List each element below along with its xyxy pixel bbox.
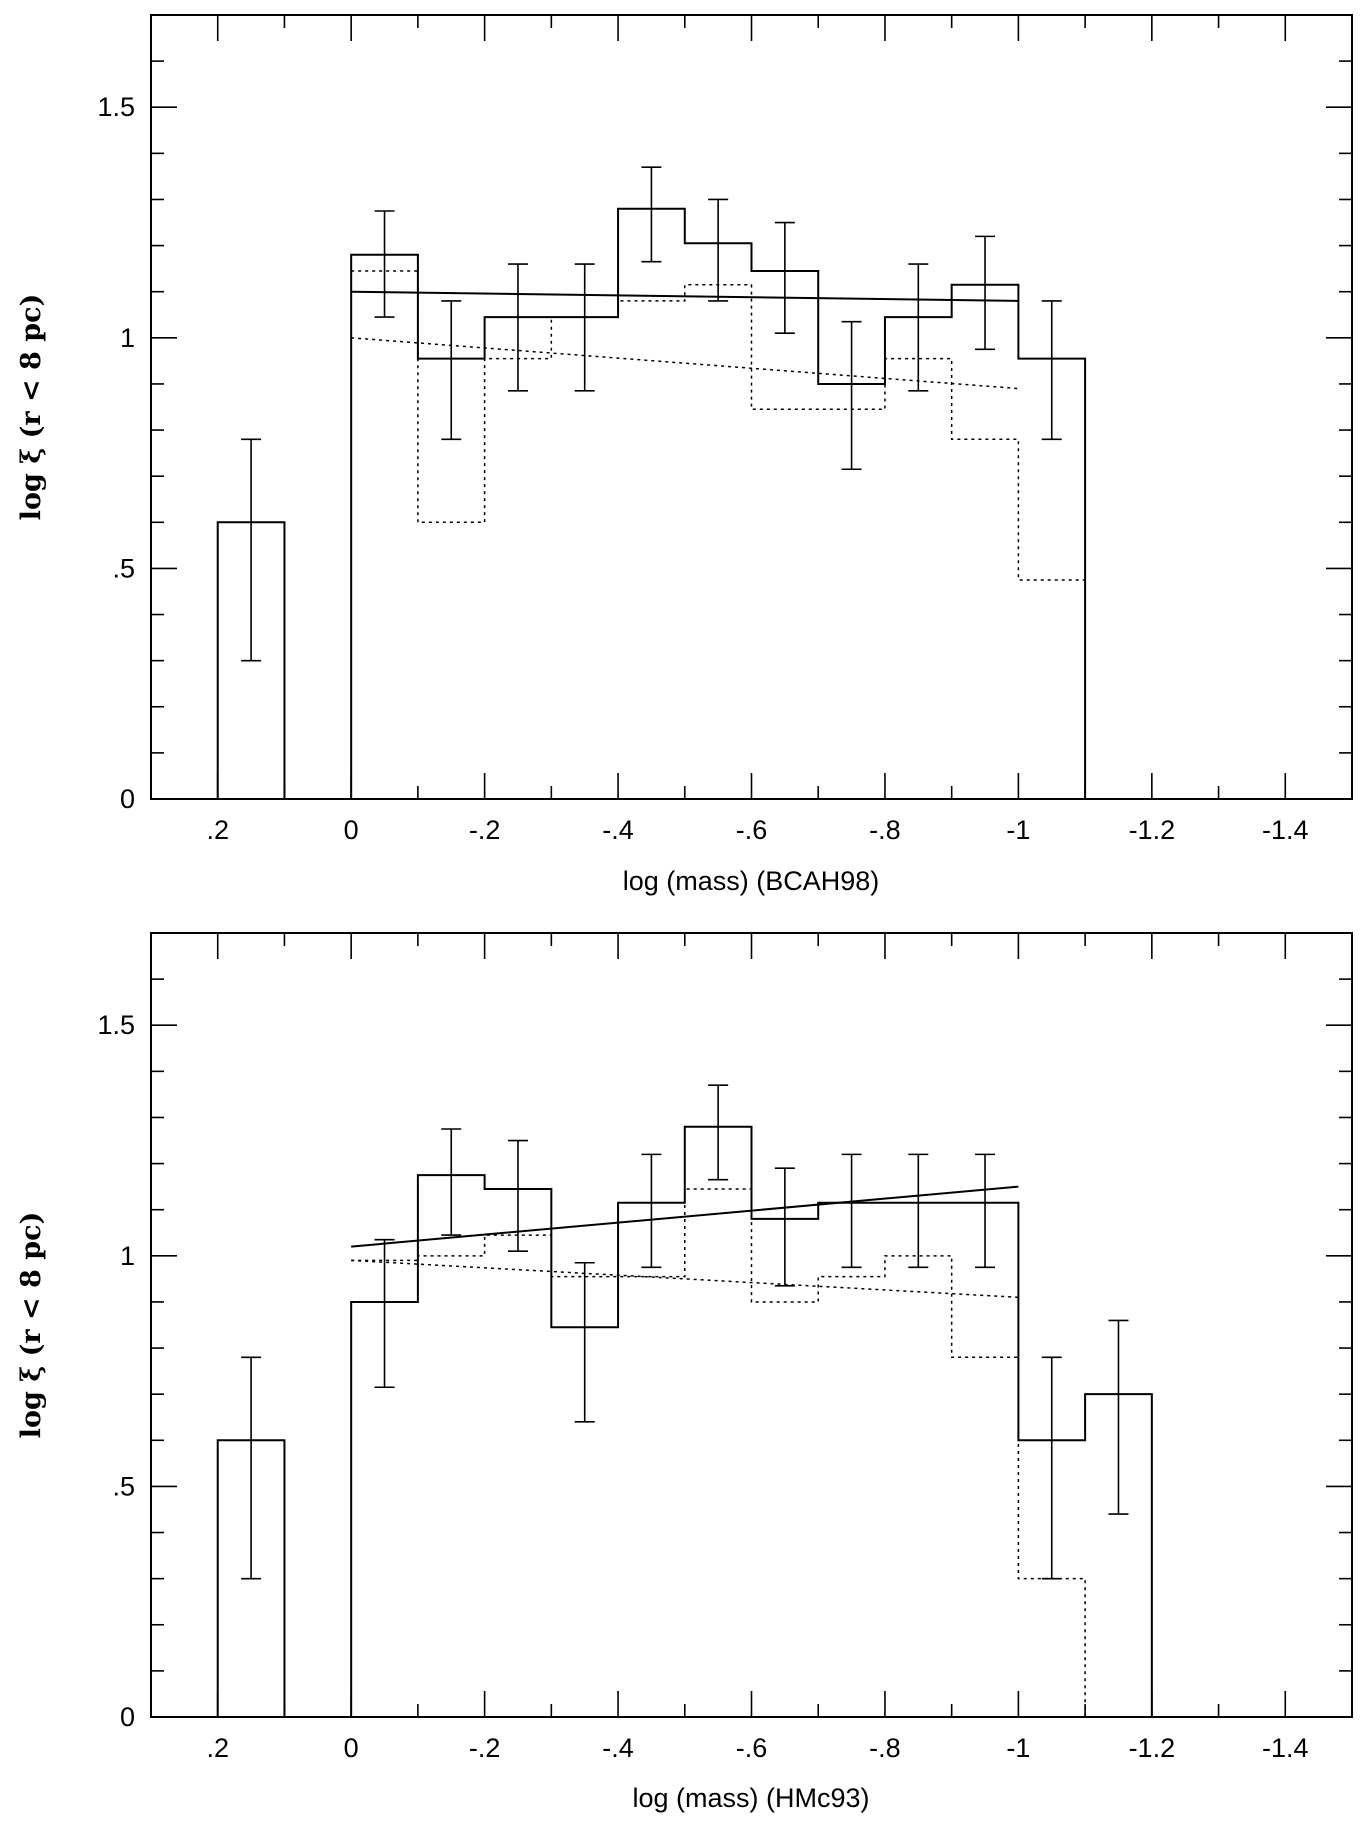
axis-ticks bbox=[150, 15, 1352, 799]
x-tick-label: .2 bbox=[206, 1733, 229, 1763]
x-tick-label: -.4 bbox=[602, 815, 634, 845]
histogram-solid bbox=[350, 207, 1087, 799]
chart-marks bbox=[216, 166, 1087, 799]
y-tick-labels: 0 .5 1 1.5 bbox=[97, 92, 135, 814]
x-tick-label: .2 bbox=[206, 815, 229, 845]
histogram-dotted bbox=[351, 1188, 1086, 1717]
x-tick-label: -1.4 bbox=[1262, 1733, 1309, 1763]
y-axis-label: log ξ (r < 8 pc) bbox=[16, 1212, 47, 1439]
x-tick-label: -.8 bbox=[869, 815, 901, 845]
x-tick-label: -.4 bbox=[602, 1733, 634, 1763]
fit-line-solid bbox=[351, 290, 1019, 302]
y-tick-label: .5 bbox=[112, 1471, 135, 1501]
x-tick-labels: .2 0 -.2 -.4 -.6 -.8 -1 -1.2 -1.4 bbox=[206, 815, 1308, 845]
x-tick-label: -1.2 bbox=[1129, 815, 1176, 845]
x-tick-label: -.8 bbox=[869, 1733, 901, 1763]
panel-bottom: .2 0 -.2 -.4 -.6 -.8 -1 -1.2 -1.4 0 .5 1 1.5 log (m… bbox=[16, 932, 1353, 1813]
y-tick-label: 0 bbox=[120, 1702, 135, 1732]
x-tick-label: -.6 bbox=[736, 1733, 768, 1763]
x-axis-label: log (mass) (HMc93) bbox=[632, 1783, 869, 1813]
y-tick-label: .5 bbox=[112, 553, 135, 583]
x-tick-label: -1 bbox=[1006, 1733, 1030, 1763]
y-tick-label: 1.5 bbox=[97, 1010, 135, 1040]
x-tick-label: -1.2 bbox=[1129, 1733, 1176, 1763]
y-tick-label: 1.5 bbox=[97, 92, 135, 122]
x-tick-label: -1.4 bbox=[1262, 815, 1309, 845]
y-tick-label: 1 bbox=[120, 1241, 135, 1271]
y-axis-label: log ξ (r < 8 pc) bbox=[16, 294, 47, 521]
x-tick-label: -.2 bbox=[469, 815, 501, 845]
y-tick-labels: 0 .5 1 1.5 bbox=[97, 1010, 135, 1732]
x-tick-label: 0 bbox=[344, 815, 359, 845]
plot-frame bbox=[150, 14, 1353, 800]
x-tick-label: -.6 bbox=[736, 815, 768, 845]
x-tick-label: 0 bbox=[344, 1733, 359, 1763]
histogram-dotted bbox=[351, 270, 1086, 581]
panel-top: .2 0 -.2 -.4 -.6 -.8 -1 -1.2 -1.4 0 .5 1 1.5 log (m… bbox=[16, 14, 1353, 896]
x-tick-label: -1 bbox=[1006, 815, 1030, 845]
x-tick-label: -.2 bbox=[469, 1733, 501, 1763]
axis-ticks bbox=[150, 933, 1352, 1717]
y-tick-label: 1 bbox=[120, 323, 135, 353]
plot-frame bbox=[150, 932, 1353, 1718]
x-tick-labels: .2 0 -.2 -.4 -.6 -.8 -1 -1.2 -1.4 bbox=[206, 1733, 1308, 1763]
y-tick-label: 0 bbox=[120, 784, 135, 814]
x-axis-label: log (mass) (BCAH98) bbox=[623, 866, 880, 896]
chart-marks bbox=[216, 1084, 1153, 1717]
fit-line-solid bbox=[351, 1185, 1019, 1248]
